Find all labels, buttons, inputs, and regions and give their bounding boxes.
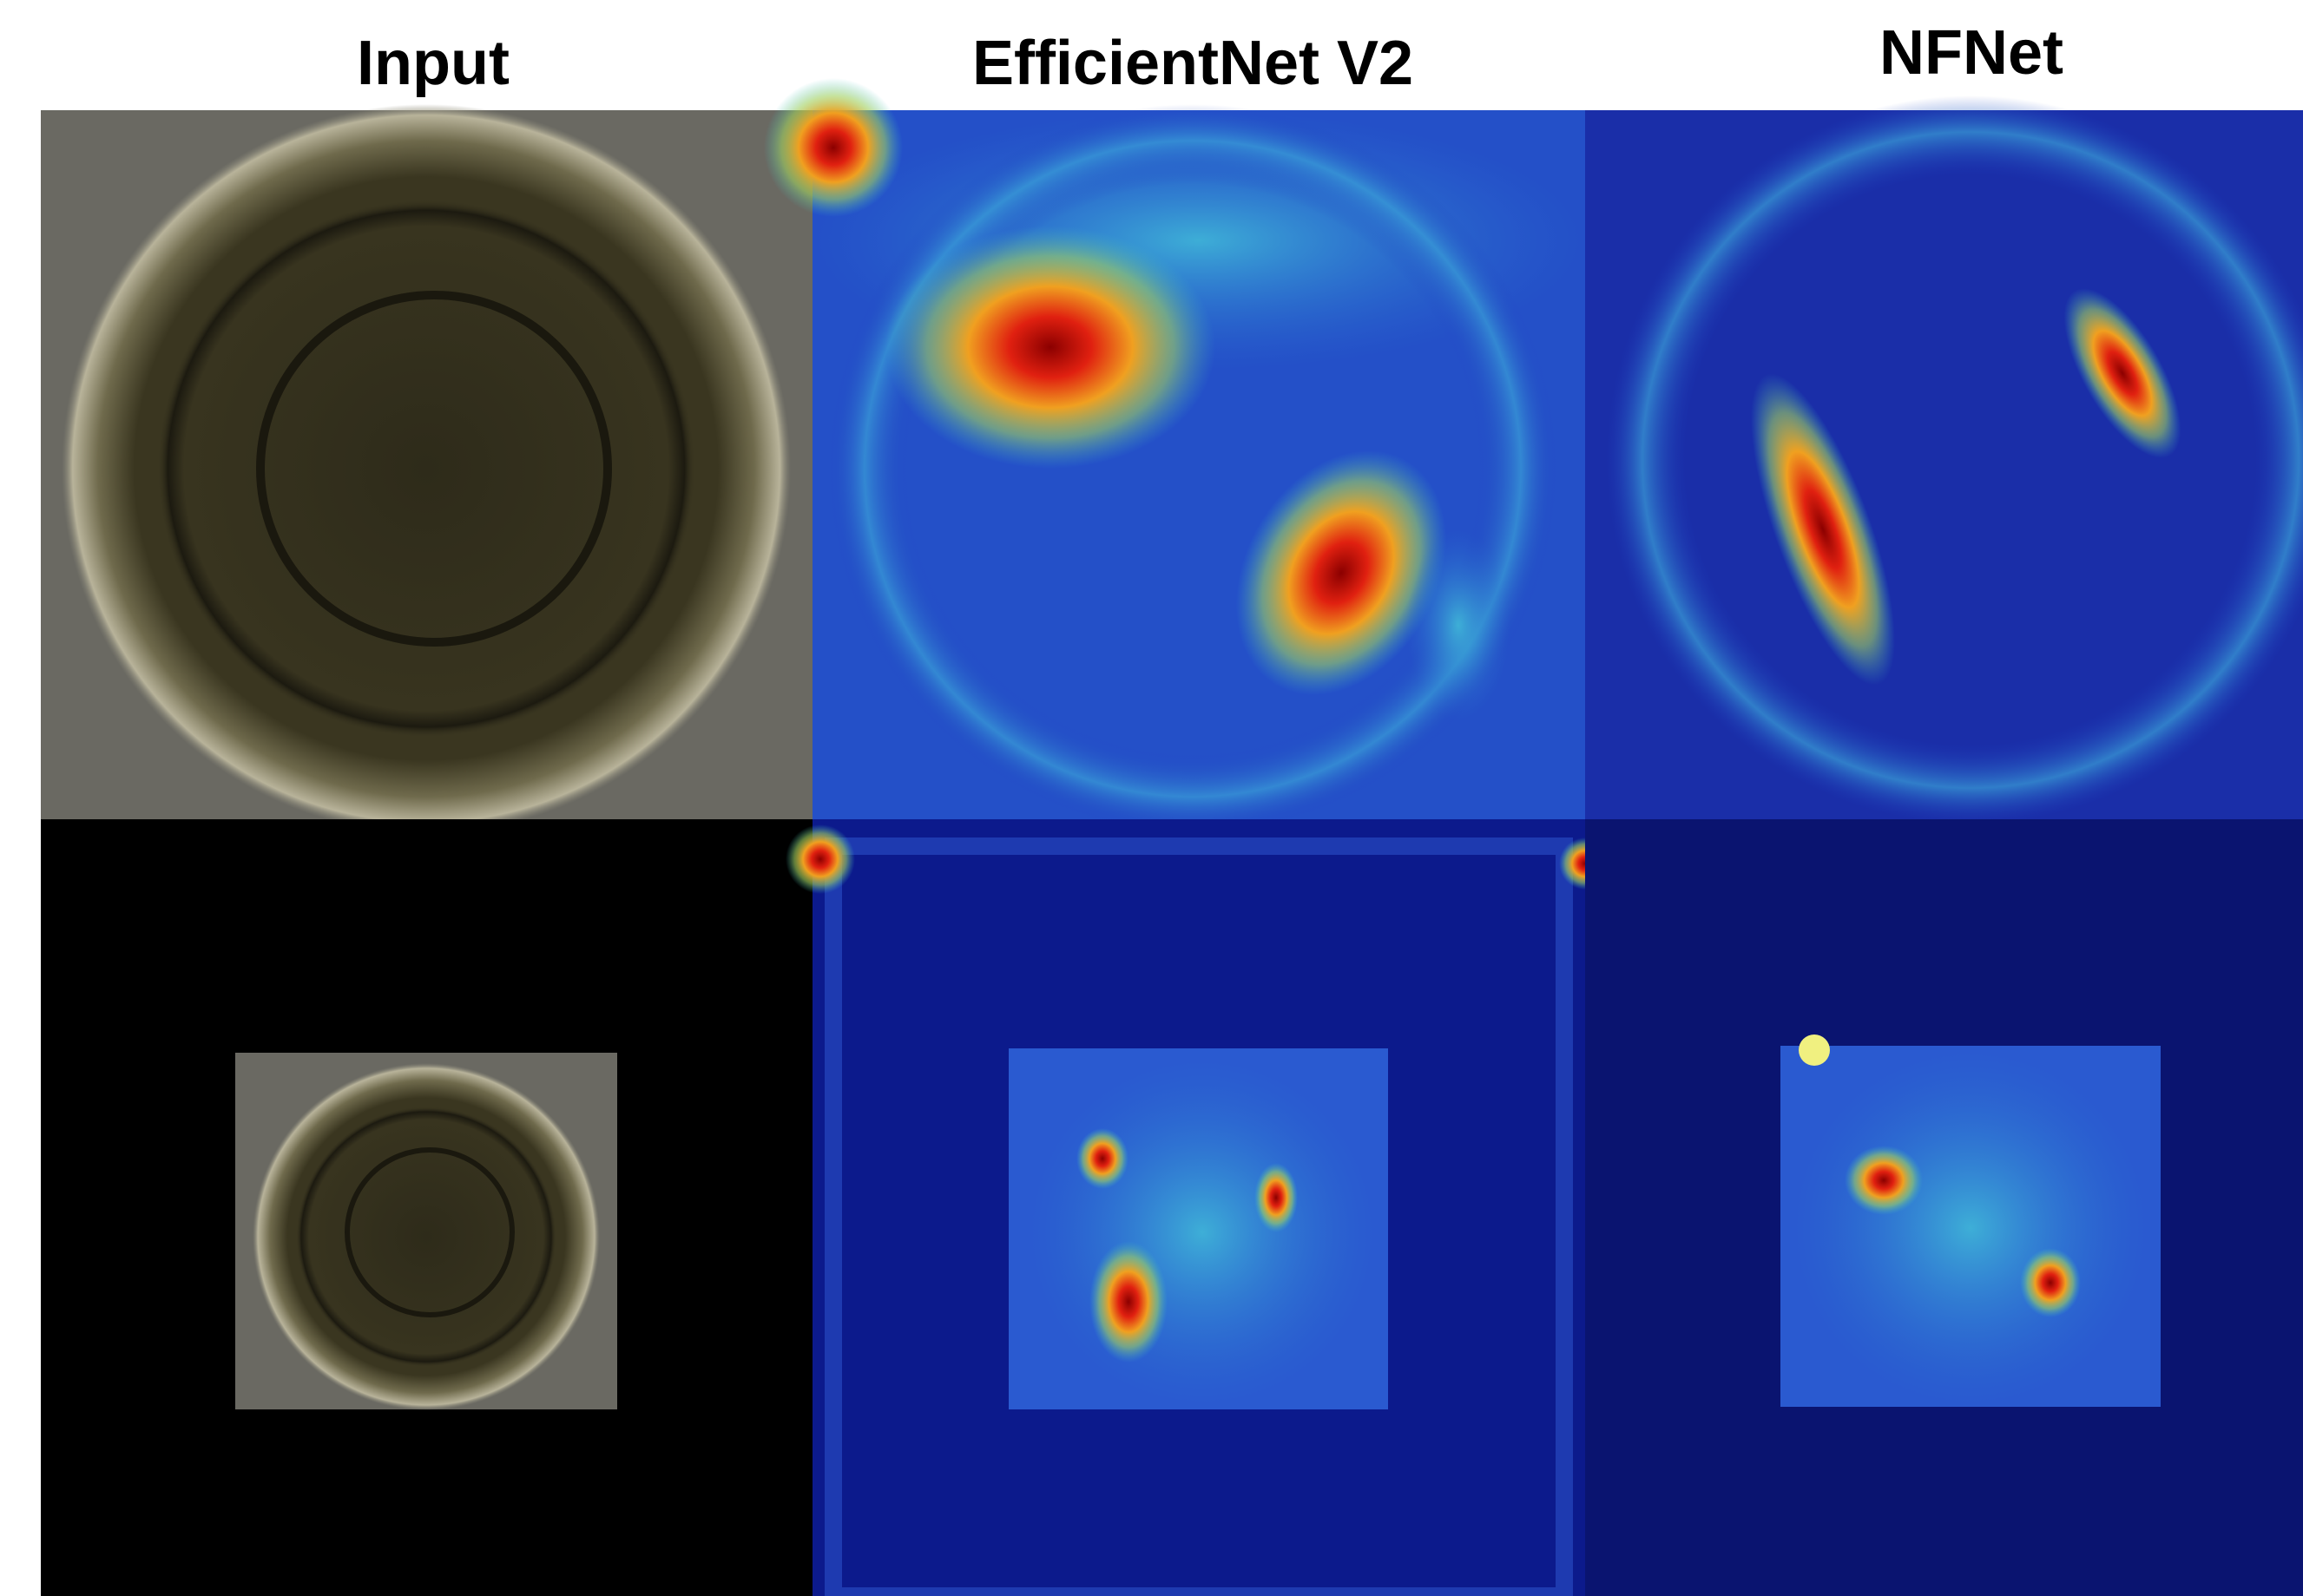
input-image-padded bbox=[41, 819, 813, 1596]
figure: Input EfficientNet V2 NFNet bbox=[0, 0, 2303, 1596]
page: Input EfficientNet V2 NFNet bbox=[0, 0, 2303, 1596]
column-titles: Input EfficientNet V2 NFNet bbox=[357, 18, 2063, 98]
nfnet-heatmap-padded bbox=[1585, 819, 2303, 1596]
nfnet-heatmap-full bbox=[1585, 95, 2303, 824]
column-title: Input bbox=[357, 29, 510, 98]
efficientnet-heatmap-padded bbox=[786, 819, 1611, 1596]
efficientnet-heatmap-full bbox=[764, 78, 1585, 833]
column-title: EfficientNet V2 bbox=[972, 29, 1413, 98]
input-image-full bbox=[41, 104, 813, 833]
column-title: NFNet bbox=[1879, 18, 2063, 88]
